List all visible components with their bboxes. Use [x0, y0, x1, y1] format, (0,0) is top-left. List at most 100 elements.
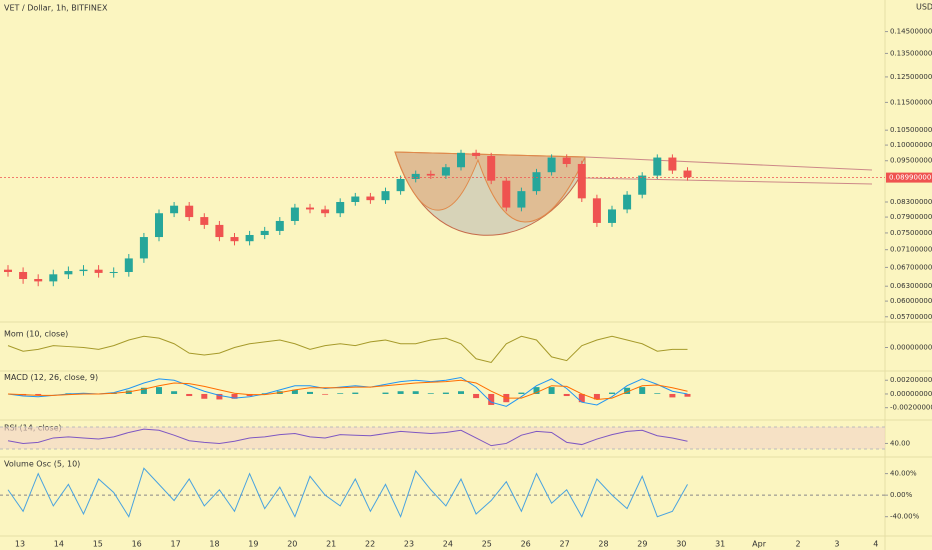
candle-body: [441, 167, 450, 176]
y-tick-label: 0.11500000: [890, 98, 932, 106]
candle-body: [592, 198, 601, 223]
candle-body: [411, 173, 420, 179]
histogram-bar: [337, 393, 344, 394]
x-tick-label: 19: [248, 540, 258, 549]
candle-body: [19, 271, 28, 280]
histogram-bar: [442, 392, 449, 394]
x-tick-label: 28: [598, 540, 608, 549]
y-tick-label: 0.08300000: [890, 198, 932, 206]
y-tick-label: 0.07500000: [890, 229, 932, 237]
candle-body: [517, 191, 526, 208]
vol-osc-title: Volume Osc (5, 10): [4, 460, 80, 469]
candle-body: [577, 163, 586, 199]
macd-line: [7, 376, 688, 407]
x-tick-label: 31: [715, 540, 725, 549]
indicator-line: [7, 428, 688, 447]
candle-body: [321, 209, 330, 214]
candle-body: [668, 157, 677, 171]
macd-title: MACD (12, 26, close, 9): [4, 373, 98, 382]
candle-body: [487, 155, 496, 181]
x-tick-label: Apr: [752, 540, 767, 549]
candle-body: [185, 205, 194, 218]
candle-body: [396, 178, 405, 192]
last-price-tag: [886, 172, 932, 183]
candle-body: [139, 237, 148, 259]
y-tick-label: 0.10000000: [890, 141, 932, 149]
histogram-bar: [533, 387, 540, 394]
y-tick-label: 0.00000000: [890, 344, 932, 352]
candle-body: [4, 269, 12, 272]
x-tick-label: 24: [443, 540, 453, 549]
histogram-bar: [488, 393, 495, 405]
x-tick-label: 3: [834, 540, 839, 549]
y-tick-label: 0.14500000: [890, 28, 932, 36]
x-tick-label: 15: [93, 540, 103, 549]
x-tick-label: 30: [676, 540, 686, 549]
candle-body: [124, 258, 133, 272]
x-tick-label: 2: [795, 540, 800, 549]
candle-body: [290, 207, 299, 221]
candle-body: [623, 194, 632, 210]
candle-body: [532, 172, 541, 192]
candle-body: [170, 205, 179, 214]
candle-body: [351, 196, 360, 202]
y-tick-label: 0.07900000: [890, 213, 932, 221]
histogram-bar: [563, 393, 570, 397]
x-tick-label: 29: [637, 540, 647, 549]
histogram-bar: [397, 391, 404, 394]
histogram-bar: [518, 392, 525, 394]
histogram-bar: [639, 387, 646, 394]
candle-body: [336, 201, 345, 214]
y-tick-label: 0.12500000: [890, 73, 932, 81]
y-tick-label: 0.09500000: [890, 157, 932, 165]
histogram-bar: [307, 391, 313, 394]
histogram-bar: [216, 393, 223, 400]
candle-body: [457, 152, 465, 168]
histogram-bar: [322, 393, 329, 395]
histogram-bar: [624, 387, 631, 394]
indicator-line: [7, 467, 688, 519]
histogram-bar: [171, 391, 178, 394]
histogram-bar: [593, 393, 600, 400]
candle-body: [638, 175, 647, 195]
candle-body: [381, 191, 390, 201]
histogram-bar: [654, 393, 661, 394]
histogram-bar: [609, 392, 615, 394]
candle-body: [155, 213, 163, 238]
channel-top: [584, 156, 873, 171]
candle-body: [547, 157, 556, 173]
candle-body: [683, 170, 692, 178]
y-tick-label: 0.10500000: [890, 126, 932, 134]
y-tick-label: 40.00: [890, 439, 910, 447]
y-tick-label: -40.00%: [890, 513, 920, 521]
candle-body: [94, 269, 103, 273]
mom-title: Mom (10, close): [4, 330, 68, 339]
x-tick-label: 22: [365, 540, 375, 549]
histogram-bar: [231, 393, 238, 399]
histogram-bar: [578, 393, 585, 403]
y-tick-label: 0.06700000: [890, 263, 932, 271]
y-tick-label: 0.00200000: [890, 376, 932, 384]
last-price-label: 0.08990000: [889, 174, 931, 182]
candle-body: [502, 180, 511, 208]
indicator-line: [7, 335, 688, 364]
candle-body: [260, 230, 269, 235]
y-tick-label: 0.06000000: [890, 297, 932, 305]
band: [0, 426, 885, 449]
x-tick-label: 14: [54, 540, 64, 549]
channel-bottom: [584, 177, 873, 185]
candle-body: [245, 234, 254, 242]
histogram-bar: [473, 393, 480, 399]
histogram-bar: [427, 393, 434, 394]
candle-body: [230, 237, 239, 242]
candle-body: [275, 220, 284, 231]
candle-body: [472, 152, 481, 156]
histogram-bar: [684, 393, 691, 397]
x-tick-label: 27: [560, 540, 570, 549]
x-tick-label: 4: [873, 540, 878, 549]
candle-body: [34, 279, 43, 282]
candle-body: [426, 173, 435, 176]
candle-body: [653, 157, 662, 176]
